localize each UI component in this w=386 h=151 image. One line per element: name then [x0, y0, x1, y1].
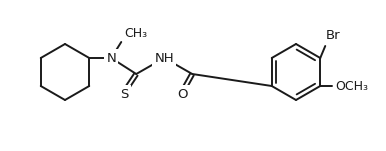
Text: OCH₃: OCH₃ [335, 79, 368, 93]
Text: Br: Br [326, 29, 341, 42]
Text: NH: NH [154, 51, 174, 64]
Text: N: N [107, 51, 116, 64]
Text: O: O [177, 87, 188, 101]
Text: CH₃: CH₃ [124, 27, 147, 40]
Text: S: S [120, 87, 129, 101]
